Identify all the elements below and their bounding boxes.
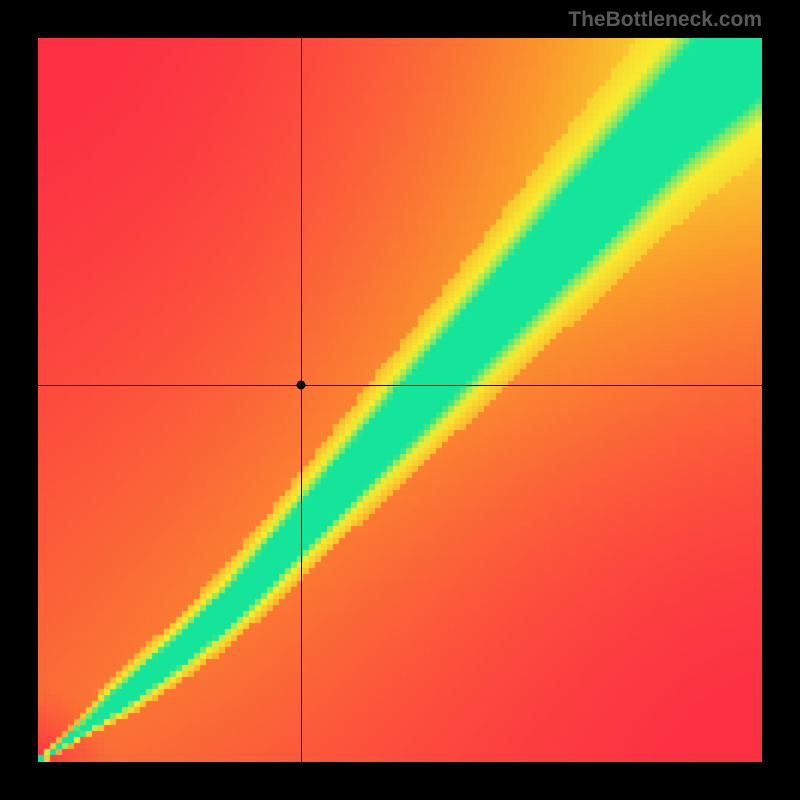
heatmap-canvas bbox=[38, 38, 762, 762]
attribution-text: TheBottleneck.com bbox=[568, 8, 762, 32]
crosshair-vertical bbox=[301, 38, 302, 762]
crosshair-marker bbox=[296, 380, 305, 389]
crosshair-horizontal bbox=[38, 385, 762, 386]
chart-container: TheBottleneck.com bbox=[0, 0, 800, 800]
plot-area bbox=[38, 38, 762, 762]
